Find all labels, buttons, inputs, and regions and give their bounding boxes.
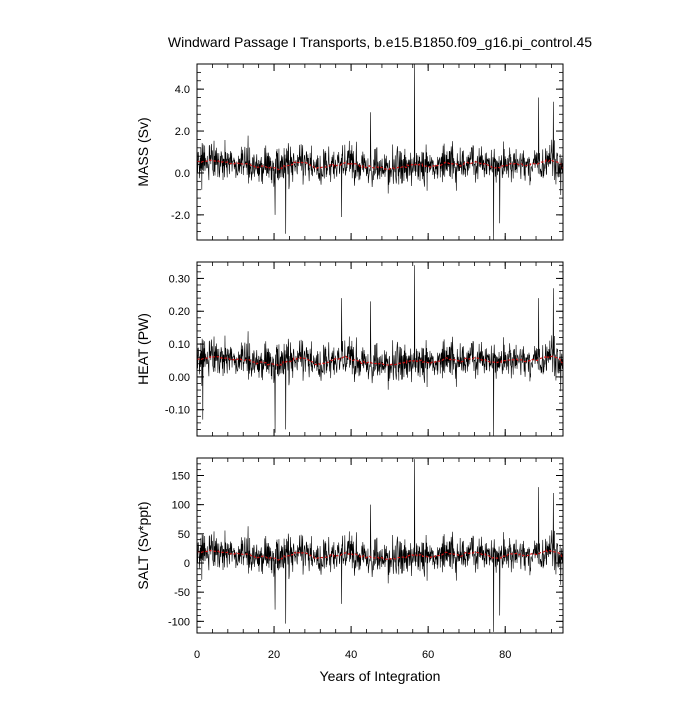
panel-2: -0.10 0.00 0.10 0.20 0.30 HEAT (PW) [135,261,564,437]
y-tick-label: 150 [172,471,190,483]
x-tick-label: 80 [499,649,511,661]
panels-layer: -2.0 0.0 2.0 4.0 MASS (Sv) -0.10 0.00 0.10 0.20 0… [135,63,564,661]
y-tick-label: 0.10 [169,339,190,351]
panel-1: -2.0 0.0 2.0 4.0 MASS (Sv) [135,63,564,241]
y-tick-label: 50 [178,529,190,541]
x-tick-label: 20 [268,649,280,661]
panel-3: -100 -50 0 50 100 150 SALT (Sv*ppt) [135,457,564,634]
x-tick-label: 60 [422,649,434,661]
x-axis-label: Years of Integration [320,668,441,684]
x-tick-label: 40 [345,649,357,661]
y-tick-label: -100 [168,616,190,628]
y-tick-label: -2.0 [171,210,190,222]
y-tick-label: 0.0 [175,168,190,180]
series-raw-line [196,63,564,241]
y-tick-label: 100 [172,500,190,512]
series-raw-line [196,265,564,437]
chart-title: Windward Passage I Transports, b.e15.B18… [168,34,592,50]
plot-frame [196,261,564,437]
y-axis-label: SALT (Sv*ppt) [135,501,151,589]
y-axis-label: HEAT (PW) [135,313,151,385]
y-tick-label: -50 [174,587,190,599]
y-tick-label: 2.0 [175,126,190,138]
plot-frame [196,63,564,241]
y-tick-label: 0 [184,558,190,570]
y-tick-label: 0.00 [169,372,190,384]
series-raw-line [196,459,564,632]
plot-frame [196,457,564,634]
series-smoothed-line [196,548,564,561]
series-smoothed-line [196,158,564,171]
y-tick-label: 4.0 [175,84,190,96]
x-tick-label: 0 [194,649,200,661]
series-smoothed-line [196,354,564,367]
y-tick-label: 0.20 [169,306,190,318]
y-tick-label: 0.30 [169,273,190,285]
y-axis-label: MASS (Sv) [135,117,151,186]
y-tick-label: -0.10 [165,405,190,417]
